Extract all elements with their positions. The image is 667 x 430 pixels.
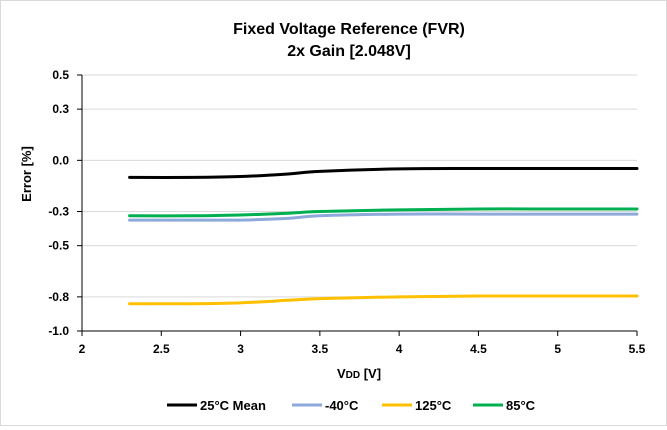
series-line-85-c bbox=[128, 207, 639, 218]
chart-subtitle: 2x Gain [2.048V] bbox=[287, 43, 411, 60]
x-tick-label: 3.5 bbox=[312, 342, 329, 356]
x-tick-label: 2 bbox=[79, 342, 86, 356]
legend-label: 125°C bbox=[415, 398, 452, 413]
y-tick-label: -0.5 bbox=[48, 239, 69, 253]
x-axis-title-unit: [V] bbox=[360, 366, 381, 381]
legend-label: -40°C bbox=[325, 398, 359, 413]
legend-item-25-c-mean: 25°C Mean bbox=[167, 398, 266, 413]
y-tick-labels: 0.5 0.3 0.0 -0.3 -0.5 -0.8 -1.0 bbox=[48, 68, 69, 338]
chart-title: Fixed Voltage Reference (FVR) bbox=[233, 21, 465, 38]
axes bbox=[77, 74, 638, 336]
x-tick-label: 3 bbox=[237, 342, 244, 356]
x-axis-title-sub: DD bbox=[346, 370, 360, 381]
legend-label: 85°C bbox=[506, 398, 536, 413]
x-tick-label: 5.5 bbox=[629, 342, 646, 356]
gridlines bbox=[82, 74, 637, 332]
x-tick-labels: 2 2.5 3 3.5 4 4.5 5 5.5 bbox=[79, 342, 646, 356]
legend-item-85-c: 85°C bbox=[473, 398, 536, 413]
series-line-40-c bbox=[128, 212, 639, 222]
x-axis-title: VDD [V] bbox=[337, 366, 381, 381]
legend: 25°C Mean -40°C 125°C 85°C bbox=[167, 398, 536, 413]
legend-item-40-c: -40°C bbox=[292, 398, 359, 413]
y-tick-label: -1.0 bbox=[48, 324, 69, 338]
x-axis-title-main: V bbox=[337, 366, 346, 381]
x-tick-label: 4.5 bbox=[470, 342, 487, 356]
y-tick-label: 0.5 bbox=[52, 68, 69, 82]
y-tick-label: 0.3 bbox=[52, 102, 69, 116]
x-tick-label: 4 bbox=[396, 342, 403, 356]
y-tick-label: -0.8 bbox=[48, 290, 69, 304]
y-tick-label: 0.0 bbox=[52, 153, 69, 167]
series-line-25-c-mean bbox=[128, 166, 639, 179]
legend-label: 25°C Mean bbox=[200, 398, 266, 413]
series-lines bbox=[128, 166, 639, 306]
x-tick-label: 5 bbox=[554, 342, 561, 356]
y-tick-label: -0.3 bbox=[48, 205, 69, 219]
legend-item-125-c: 125°C bbox=[382, 398, 452, 413]
x-tick-label: 2.5 bbox=[153, 342, 170, 356]
series-line-125-c bbox=[128, 294, 639, 306]
y-axis-title: Error [%] bbox=[19, 146, 34, 202]
